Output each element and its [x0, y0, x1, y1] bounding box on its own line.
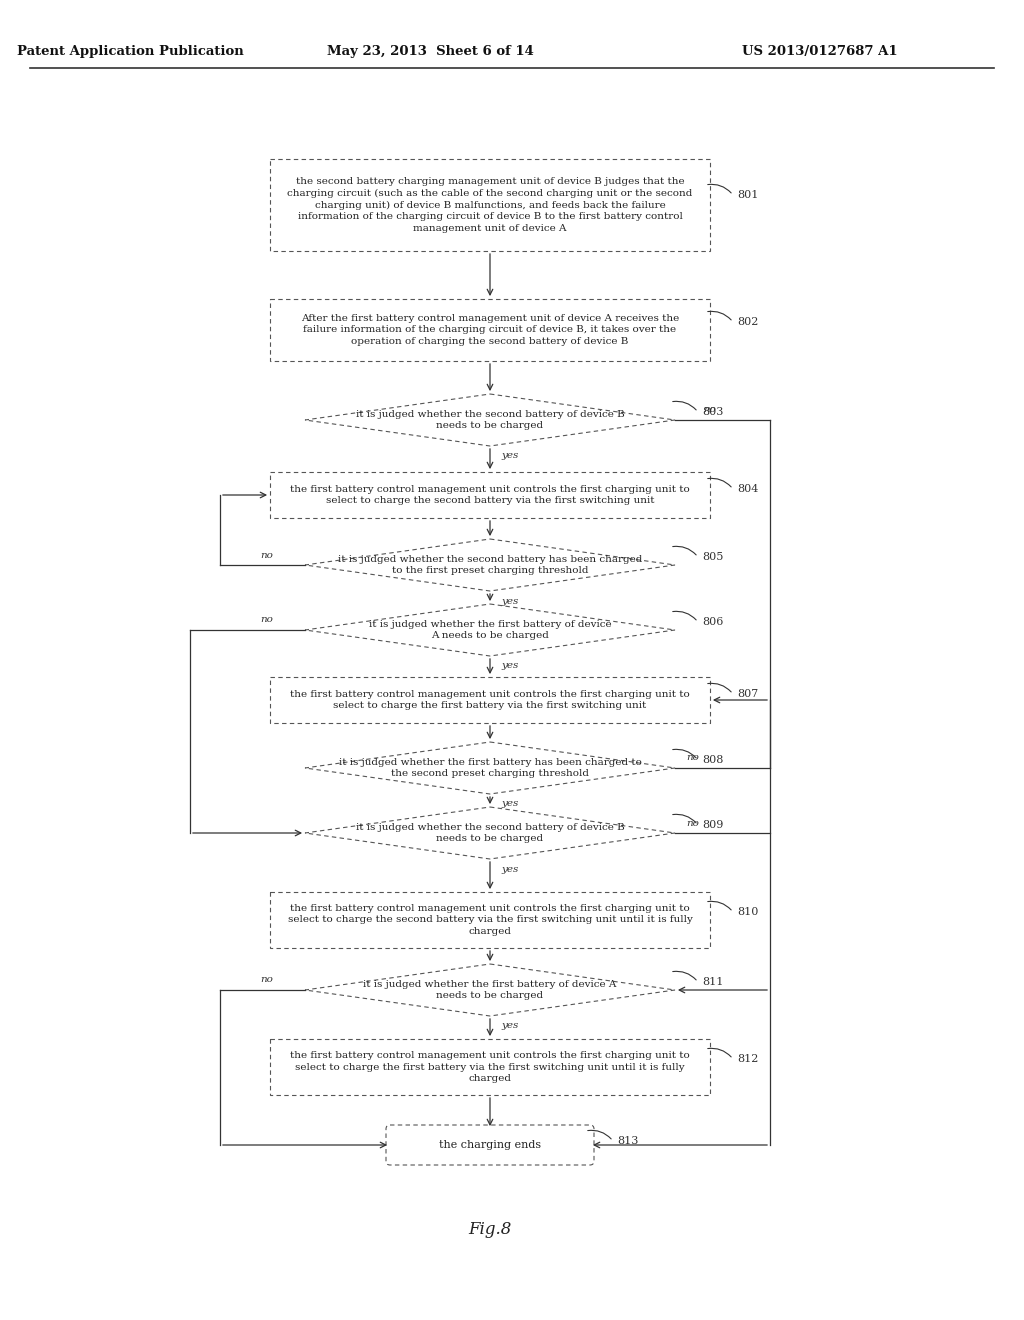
Text: it is judged whether the second battery of device B
needs to be charged: it is judged whether the second battery …: [355, 409, 625, 430]
FancyBboxPatch shape: [270, 300, 710, 360]
Polygon shape: [305, 807, 675, 859]
Text: the first battery control management unit controls the first charging unit to
se: the first battery control management uni…: [290, 1051, 690, 1084]
Text: May 23, 2013  Sheet 6 of 14: May 23, 2013 Sheet 6 of 14: [327, 45, 534, 58]
Text: Patent Application Publication: Patent Application Publication: [16, 45, 244, 58]
Text: no: no: [686, 818, 699, 828]
FancyBboxPatch shape: [386, 1125, 594, 1166]
FancyBboxPatch shape: [270, 677, 710, 723]
Polygon shape: [305, 742, 675, 795]
FancyBboxPatch shape: [270, 158, 710, 251]
Text: yes: yes: [502, 1022, 519, 1031]
Text: After the first battery control management unit of device A receives the
failure: After the first battery control manageme…: [301, 314, 679, 346]
FancyBboxPatch shape: [270, 1039, 710, 1096]
Text: the first battery control management unit controls the first charging unit to
se: the first battery control management uni…: [290, 689, 690, 710]
Text: 807: 807: [737, 689, 758, 700]
Text: no: no: [260, 615, 273, 624]
Text: yes: yes: [502, 865, 519, 874]
Text: 810: 810: [737, 907, 759, 917]
Text: the first battery control management unit controls the first charging unit to
se: the first battery control management uni…: [288, 904, 692, 936]
Text: 804: 804: [737, 484, 759, 494]
Text: yes: yes: [502, 661, 519, 671]
Text: the second battery charging management unit of device B judges that the
charging: the second battery charging management u…: [288, 177, 692, 234]
Text: 813: 813: [617, 1137, 638, 1146]
Text: 803: 803: [702, 407, 723, 417]
Text: it is judged whether the first battery has been charged to
the second preset cha: it is judged whether the first battery h…: [339, 758, 641, 779]
Text: no: no: [686, 754, 699, 763]
Text: the charging ends: the charging ends: [439, 1140, 541, 1150]
Text: 808: 808: [702, 755, 723, 766]
Text: it is judged whether the first battery of device
A needs to be charged: it is judged whether the first battery o…: [369, 619, 611, 640]
Text: Fig.8: Fig.8: [468, 1221, 512, 1238]
Polygon shape: [305, 964, 675, 1016]
Text: 809: 809: [702, 820, 723, 830]
Text: 805: 805: [702, 552, 723, 562]
Text: it is judged whether the second battery of device B
needs to be charged: it is judged whether the second battery …: [355, 822, 625, 843]
Text: no: no: [260, 550, 273, 560]
Text: 812: 812: [737, 1053, 759, 1064]
Text: US 2013/0127687 A1: US 2013/0127687 A1: [742, 45, 898, 58]
FancyBboxPatch shape: [270, 473, 710, 517]
Text: no: no: [260, 975, 273, 985]
Text: yes: yes: [502, 800, 519, 808]
Text: it is judged whether the first battery of device A
needs to be charged: it is judged whether the first battery o…: [364, 979, 616, 1001]
Text: 801: 801: [737, 190, 759, 201]
Text: yes: yes: [502, 597, 519, 606]
Polygon shape: [305, 393, 675, 446]
Text: 811: 811: [702, 977, 723, 987]
Text: yes: yes: [502, 451, 519, 461]
FancyBboxPatch shape: [270, 892, 710, 948]
Text: it is judged whether the second battery has been charged
to the first preset cha: it is judged whether the second battery …: [338, 554, 642, 576]
Text: no: no: [703, 405, 717, 414]
Text: 802: 802: [737, 317, 759, 327]
Polygon shape: [305, 539, 675, 591]
Text: the first battery control management unit controls the first charging unit to
se: the first battery control management uni…: [290, 484, 690, 506]
Polygon shape: [305, 605, 675, 656]
Text: 806: 806: [702, 616, 723, 627]
